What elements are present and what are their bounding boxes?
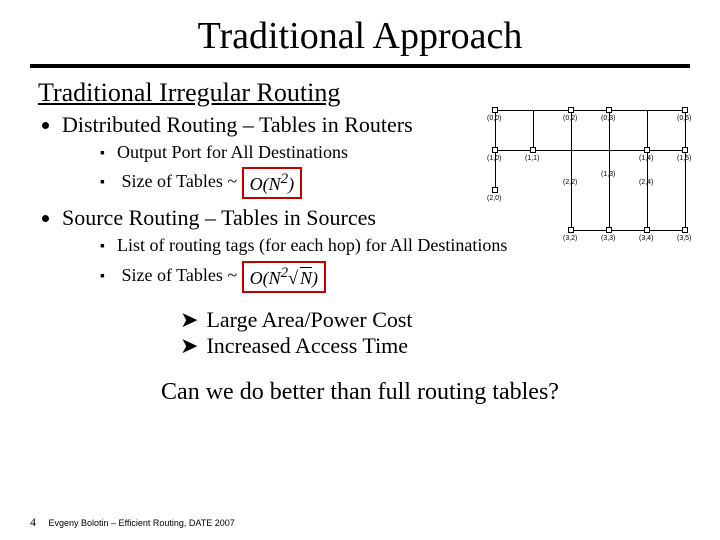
grid-label: (2,4) — [639, 179, 653, 186]
grid-label: (3,4) — [639, 235, 653, 242]
grid-label: (3,5) — [677, 235, 691, 242]
grid-node — [682, 107, 688, 113]
grid-label: (1,3) — [601, 171, 615, 178]
bullet-size-2-prefix: Size of Tables ~ — [121, 265, 241, 285]
bullet-size-1-prefix: Size of Tables ~ — [121, 171, 241, 191]
grid-node — [644, 227, 650, 233]
grid-node — [568, 107, 574, 113]
summary-area-power: Large Area/Power Cost — [180, 307, 720, 333]
bullet-output-port-text: Output Port for All Destinations — [117, 142, 348, 162]
summary-access-time: Increased Access Time — [180, 333, 720, 359]
grid-vline — [533, 110, 534, 150]
grid-node — [606, 227, 612, 233]
summary-access-time-text: Increased Access Time — [206, 333, 408, 358]
question: Can we do better than full routing table… — [0, 379, 720, 406]
grid-label: (3,2) — [563, 235, 577, 242]
summary-area-power-text: Large Area/Power Cost — [206, 307, 412, 332]
formula-on2sqrt: O(N2√N) — [242, 261, 326, 293]
summary-block: Large Area/Power Cost Increased Access T… — [180, 307, 720, 359]
footer-text: Evgeny Bolotin – Efficient Routing, DATE… — [49, 518, 235, 528]
formula-on2: O(N2) — [242, 167, 303, 199]
grid-label: (2,2) — [563, 179, 577, 186]
grid-hline — [495, 110, 685, 111]
bullet-source-text: Source Routing – Tables in Sources — [62, 205, 376, 230]
bullet-distributed-text: Distributed Routing – Tables in Routers — [62, 112, 413, 137]
subtitle: Traditional Irregular Routing — [38, 78, 720, 108]
grid-node — [644, 147, 650, 153]
grid-node — [682, 227, 688, 233]
grid-node — [606, 107, 612, 113]
grid-vline — [685, 110, 686, 230]
bullet-size-2: Size of Tables ~ O(N2√N) — [100, 261, 720, 293]
grid-hline — [571, 230, 685, 231]
grid-node — [492, 147, 498, 153]
grid-label: (3,3) — [601, 235, 615, 242]
grid-label: (0,3) — [601, 115, 615, 122]
title-rule — [30, 64, 690, 68]
grid-label: (0,5) — [677, 115, 691, 122]
grid-node — [530, 147, 536, 153]
grid-node — [682, 147, 688, 153]
grid-node — [492, 187, 498, 193]
grid-diagram: (0,0)(0,2)(0,3)(0,5)(1,0)(1,1)(1,4)(1,5)… — [495, 110, 690, 240]
slide-number: 4 — [30, 515, 36, 529]
grid-label: (1,0) — [487, 155, 501, 162]
grid-label: (1,1) — [525, 155, 539, 162]
bullet-list-tags-text: List of routing tags (for each hop) for … — [117, 235, 507, 255]
grid-label: (1,4) — [639, 155, 653, 162]
footer: 4 Evgeny Bolotin – Efficient Routing, DA… — [30, 515, 235, 530]
grid-label: (1,5) — [677, 155, 691, 162]
grid-vline — [571, 110, 572, 230]
grid-node — [568, 227, 574, 233]
grid-label: (0,0) — [487, 115, 501, 122]
grid-vline — [609, 110, 610, 230]
grid-label: (0,2) — [563, 115, 577, 122]
grid-node — [492, 107, 498, 113]
grid-label: (2,0) — [487, 195, 501, 202]
grid-vline — [647, 110, 648, 230]
grid-hline — [495, 150, 685, 151]
slide-title: Traditional Approach — [0, 0, 720, 58]
